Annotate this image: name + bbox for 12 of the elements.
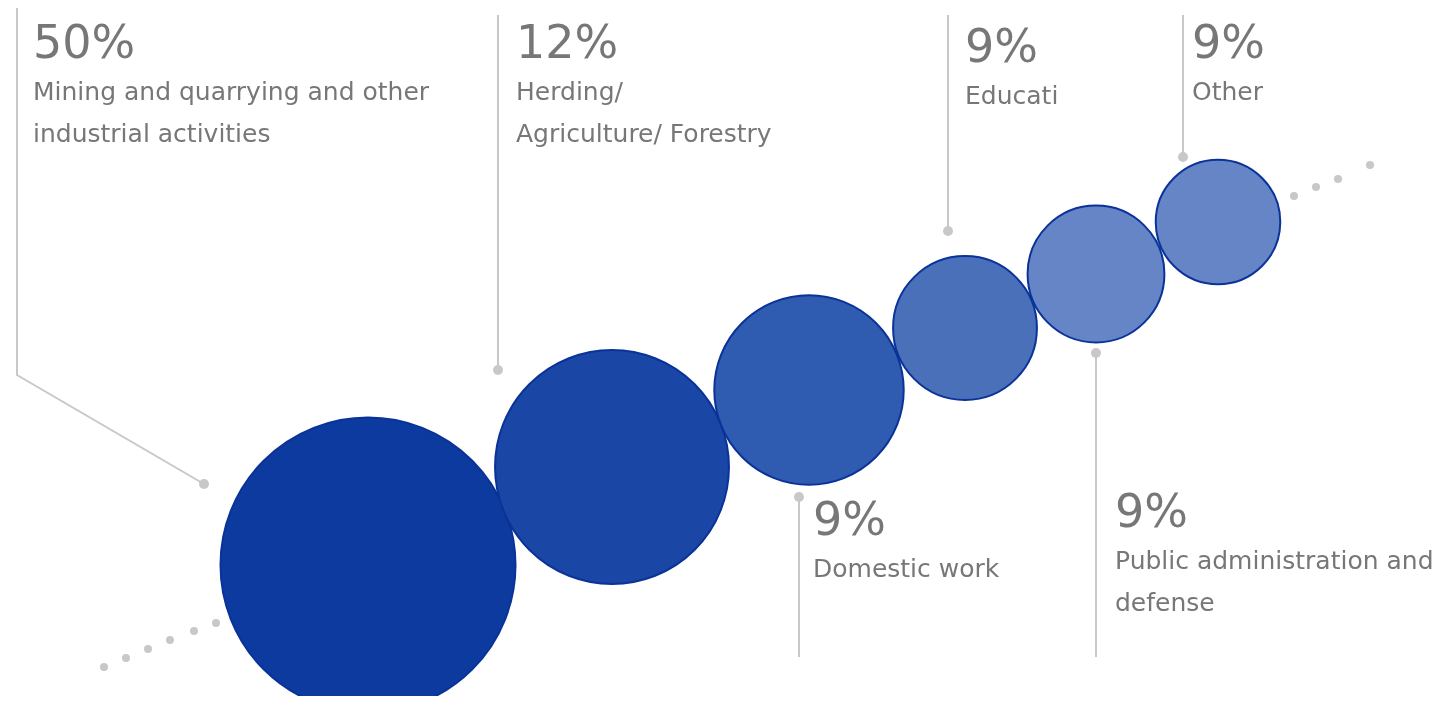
category-label: Educati (965, 81, 1059, 110)
data-label: 9% (813, 492, 886, 546)
category-label: Mining and quarrying and other industrial activities (33, 77, 430, 148)
data-label: 50% (33, 15, 136, 69)
category-label: Herding/ Agriculture/ Forestry (516, 77, 772, 148)
data-label: 12% (516, 15, 619, 69)
data-label: 9% (1192, 15, 1265, 69)
data-label: 9% (965, 19, 1038, 73)
category-label: Other (1192, 77, 1264, 106)
data-label: 9% (1115, 484, 1188, 538)
category-label: Domestic work (813, 554, 1000, 583)
category-label: Public administration and defense (1115, 546, 1434, 617)
